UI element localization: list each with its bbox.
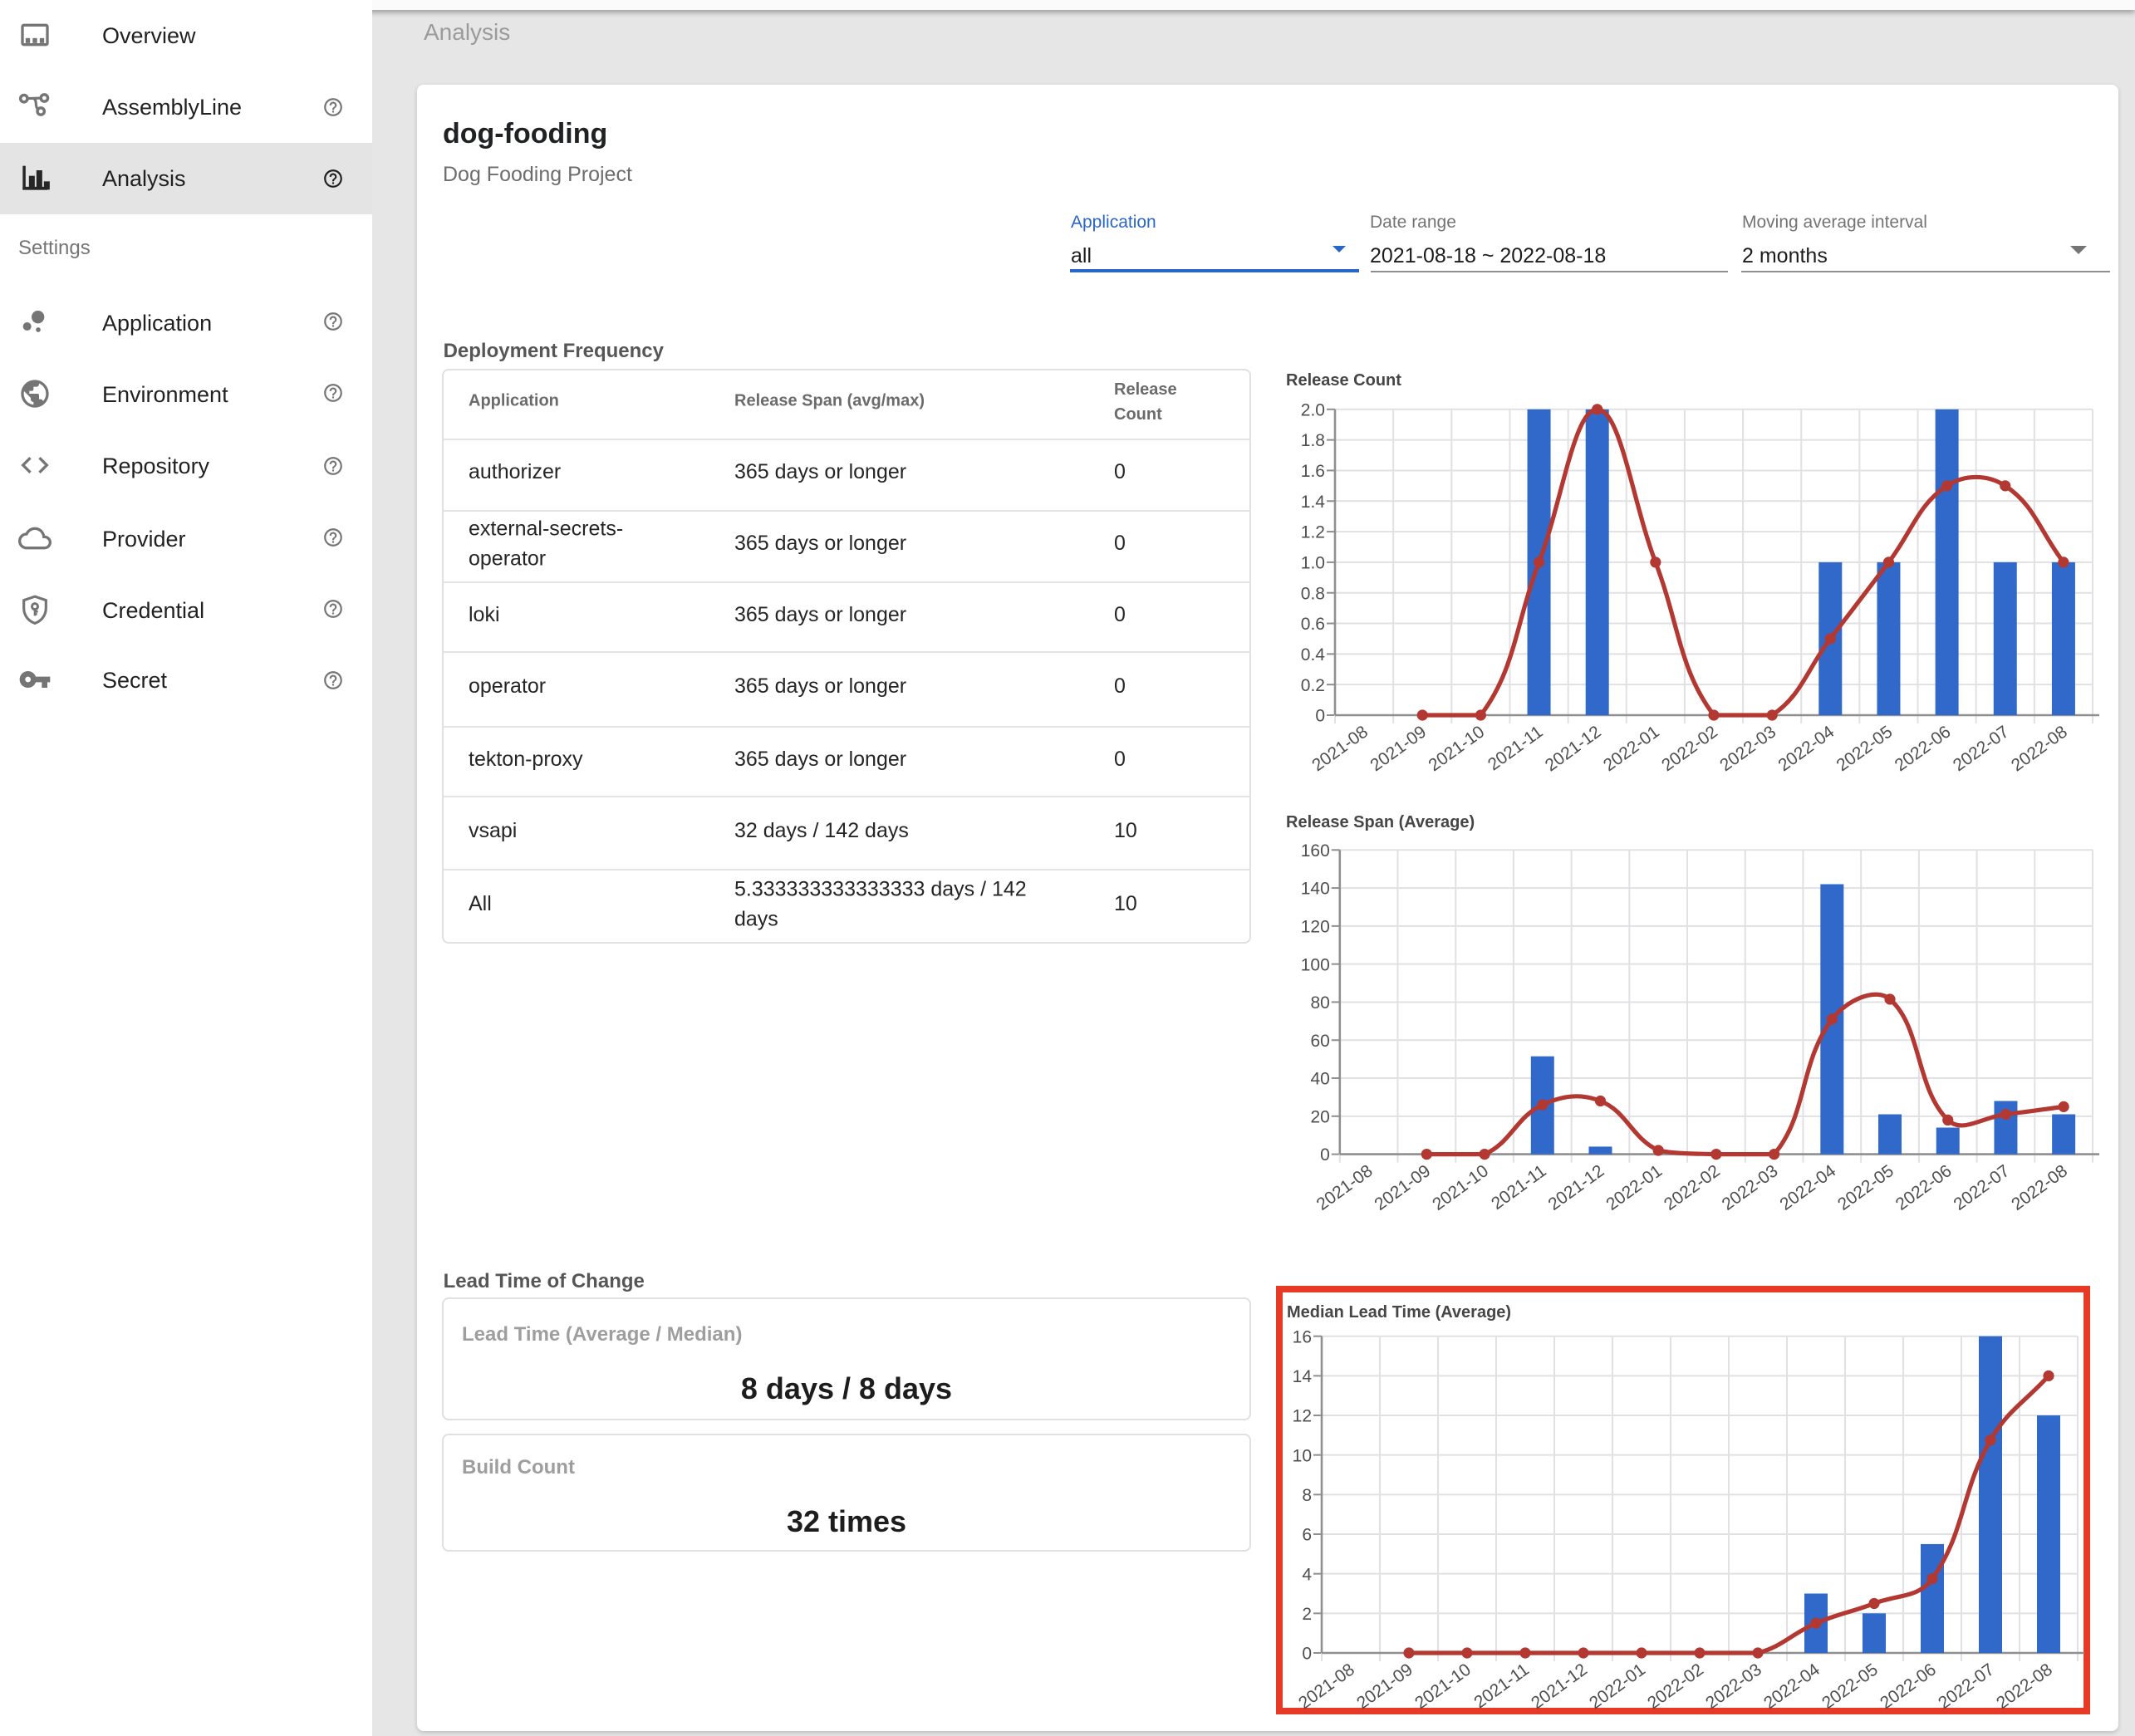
svg-text:2022-01: 2022-01 — [1602, 1161, 1666, 1214]
svg-text:2022-07: 2022-07 — [1951, 1161, 2014, 1214]
svg-text:6: 6 — [1302, 1526, 1312, 1545]
svg-text:80: 80 — [1310, 993, 1329, 1013]
svg-text:12: 12 — [1293, 1407, 1312, 1426]
svg-text:10: 10 — [1293, 1446, 1312, 1465]
svg-text:2021-10: 2021-10 — [1429, 1161, 1492, 1214]
svg-text:2022-06: 2022-06 — [1892, 1161, 1956, 1214]
svg-text:2022-06: 2022-06 — [1877, 1660, 1940, 1713]
svg-text:2022-05: 2022-05 — [1834, 1161, 1897, 1214]
svg-text:2021-09: 2021-09 — [1367, 722, 1430, 775]
svg-text:2.0: 2.0 — [1301, 400, 1325, 419]
svg-text:2021-10: 2021-10 — [1425, 722, 1488, 775]
svg-text:2021-09: 2021-09 — [1353, 1660, 1416, 1713]
svg-text:8: 8 — [1302, 1486, 1312, 1505]
svg-text:2022-08: 2022-08 — [1993, 1660, 2056, 1713]
svg-text:14: 14 — [1293, 1367, 1313, 1386]
svg-text:2022-05: 2022-05 — [1818, 1660, 1882, 1713]
svg-text:2021-12: 2021-12 — [1542, 722, 1605, 775]
svg-text:20: 20 — [1310, 1107, 1329, 1126]
svg-text:2021-11: 2021-11 — [1488, 1161, 1550, 1214]
svg-text:2022-02: 2022-02 — [1644, 1660, 1707, 1713]
svg-text:2022-08: 2022-08 — [2008, 1161, 2071, 1214]
svg-text:2022-02: 2022-02 — [1658, 722, 1721, 775]
svg-text:2021-11: 2021-11 — [1485, 722, 1547, 774]
svg-text:0.8: 0.8 — [1301, 584, 1325, 603]
svg-text:2022-07: 2022-07 — [1935, 1660, 1998, 1713]
svg-text:2021-09: 2021-09 — [1371, 1161, 1434, 1214]
svg-text:100: 100 — [1301, 955, 1330, 974]
svg-text:0.6: 0.6 — [1301, 615, 1325, 634]
svg-text:2021-08: 2021-08 — [1308, 722, 1372, 775]
svg-text:2022-01: 2022-01 — [1600, 722, 1663, 775]
svg-text:2: 2 — [1302, 1605, 1312, 1624]
svg-text:140: 140 — [1301, 880, 1330, 899]
svg-text:2022-04: 2022-04 — [1774, 722, 1838, 775]
svg-text:160: 160 — [1301, 841, 1330, 861]
svg-text:1.4: 1.4 — [1301, 493, 1326, 512]
svg-text:2021-11: 2021-11 — [1470, 1660, 1533, 1712]
svg-text:2022-05: 2022-05 — [1833, 722, 1897, 775]
svg-text:1.8: 1.8 — [1301, 431, 1325, 450]
svg-text:2022-08: 2022-08 — [2008, 722, 2071, 775]
svg-text:2022-04: 2022-04 — [1760, 1660, 1823, 1713]
svg-text:2022-01: 2022-01 — [1586, 1660, 1649, 1713]
svg-text:1.6: 1.6 — [1301, 462, 1325, 481]
svg-text:2022-07: 2022-07 — [1950, 722, 2013, 775]
svg-text:4: 4 — [1302, 1565, 1312, 1584]
svg-text:2021-10: 2021-10 — [1411, 1660, 1475, 1713]
svg-text:2021-08: 2021-08 — [1313, 1161, 1377, 1214]
svg-text:16: 16 — [1293, 1327, 1312, 1346]
svg-text:120: 120 — [1301, 917, 1330, 936]
svg-text:60: 60 — [1310, 1032, 1329, 1051]
svg-text:0: 0 — [1302, 1645, 1312, 1664]
svg-text:0.2: 0.2 — [1301, 676, 1325, 695]
svg-text:0.4: 0.4 — [1301, 645, 1326, 664]
svg-text:2022-03: 2022-03 — [1716, 722, 1779, 775]
svg-text:2021-12: 2021-12 — [1545, 1161, 1608, 1214]
svg-text:0: 0 — [1315, 707, 1325, 726]
svg-text:0: 0 — [1320, 1145, 1330, 1165]
svg-text:2022-02: 2022-02 — [1661, 1161, 1724, 1214]
svg-text:40: 40 — [1310, 1070, 1329, 1089]
svg-text:2022-04: 2022-04 — [1776, 1161, 1839, 1214]
svg-text:2022-06: 2022-06 — [1892, 722, 1955, 775]
svg-text:1.2: 1.2 — [1301, 523, 1325, 542]
svg-text:2021-12: 2021-12 — [1528, 1660, 1591, 1713]
svg-text:2022-03: 2022-03 — [1702, 1660, 1765, 1713]
svg-text:1.0: 1.0 — [1301, 554, 1325, 573]
svg-text:2021-08: 2021-08 — [1295, 1660, 1358, 1713]
svg-text:2022-03: 2022-03 — [1719, 1161, 1782, 1214]
